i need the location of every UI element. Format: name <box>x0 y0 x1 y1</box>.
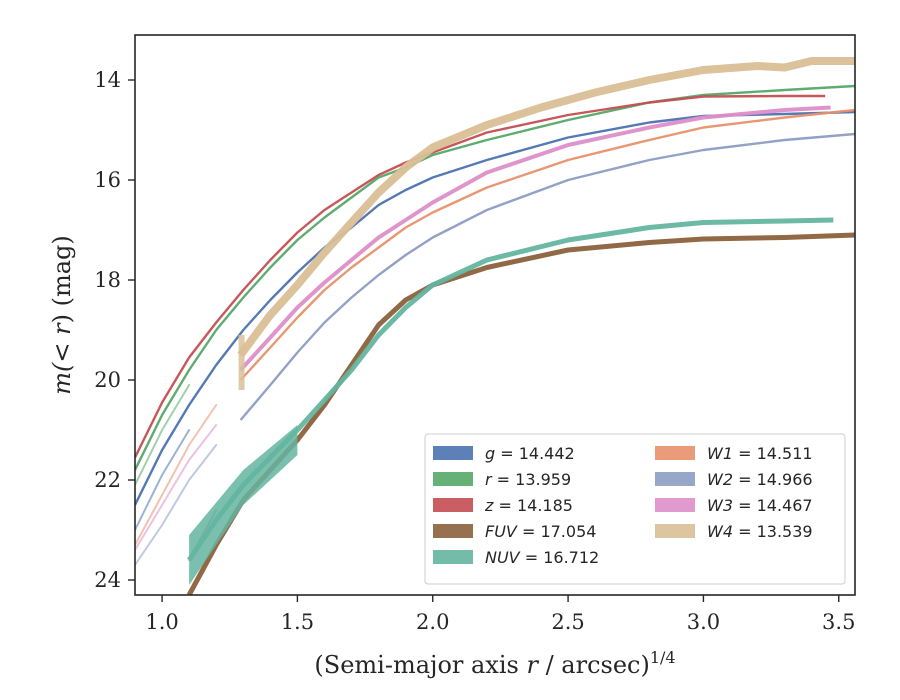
legend-label-nuv: NUV = 16.712 <box>485 548 599 567</box>
x-axis-label-pre: (Semi-major axis <box>314 651 526 679</box>
y-tick-label: 18 <box>94 268 121 292</box>
y-axis-label-post: ) (mag) <box>48 235 76 323</box>
legend-swatch-w3 <box>655 498 695 512</box>
legend-swatch-nuv <box>433 550 473 564</box>
series-line-w1 <box>239 108 855 381</box>
x-tick-label: 3.5 <box>822 610 855 634</box>
x-axis-label: (Semi-major axis r / arcsec)1/4 <box>314 648 675 679</box>
series-line-nuv <box>187 217 834 562</box>
y-tick-label: 22 <box>94 468 121 492</box>
legend-label-fuv: FUV = 17.054 <box>485 522 596 541</box>
legend-label-w3: W3 = 14.467 <box>707 496 813 515</box>
y-axis: 14 16 18 20 22 24 <box>94 68 135 592</box>
x-axis-label-post: / arcsec) <box>538 651 650 679</box>
legend-swatch-z <box>433 498 473 512</box>
legend-swatch-w4 <box>655 524 695 538</box>
legend-swatch-w1 <box>655 446 695 460</box>
y-tick-label: 20 <box>94 368 121 392</box>
legend-swatch-w2 <box>655 472 695 486</box>
series-line-z <box>135 94 826 459</box>
series-faint-w3 <box>135 424 218 551</box>
series-line-g <box>135 110 855 506</box>
x-tick-label: 3.0 <box>687 610 720 634</box>
x-axis: 1.0 1.5 2.0 2.5 3.0 3.5 <box>145 595 855 634</box>
legend-label-r: r = 13.959 <box>485 470 571 489</box>
legend-swatch-g <box>433 446 473 460</box>
series-line-w3 <box>239 105 831 372</box>
x-axis-label-exponent: 1/4 <box>650 648 676 667</box>
y-tick-label: 24 <box>94 568 121 592</box>
series-band-w4 <box>238 335 245 390</box>
plot-frame <box>134 34 856 596</box>
y-axis-label-pre: m( <box>48 362 76 395</box>
series-line-w2 <box>239 132 855 421</box>
curves-layer <box>135 57 855 595</box>
y-axis-label-mid: < r <box>48 322 76 363</box>
legend-label-g: g = 14.442 <box>485 444 575 463</box>
series-faint-w1 <box>135 404 218 546</box>
x-tick-label: 1.5 <box>281 610 314 634</box>
series-band-nuv <box>189 425 298 585</box>
y-axis-label: m(< r) (mag) <box>48 235 76 395</box>
x-tick-label: 2.0 <box>416 610 449 634</box>
series-faint-g <box>135 429 191 531</box>
legend: g = 14.442 r = 13.959 z = 14.185 FUV = 17.0… <box>424 433 846 585</box>
x-tick-label: 2.5 <box>551 610 584 634</box>
legend-label-w1: W1 = 14.511 <box>707 444 813 463</box>
legend-label-z: z = 14.185 <box>484 496 573 515</box>
legend-label-w4: W4 = 13.539 <box>707 522 813 541</box>
legend-swatch-fuv <box>433 524 473 538</box>
series-faint-w2 <box>135 444 218 566</box>
legend-swatch-r <box>433 472 473 486</box>
legend-box <box>424 433 846 585</box>
series-line-w4 <box>237 57 855 358</box>
y-tick-label: 14 <box>94 68 121 92</box>
x-axis-label-var: r <box>526 651 539 679</box>
x-tick-label: 1.0 <box>145 610 178 634</box>
legend-label-w2: W2 = 14.966 <box>707 470 813 489</box>
y-tick-label: 16 <box>94 168 121 192</box>
series-faint-r <box>135 384 191 486</box>
